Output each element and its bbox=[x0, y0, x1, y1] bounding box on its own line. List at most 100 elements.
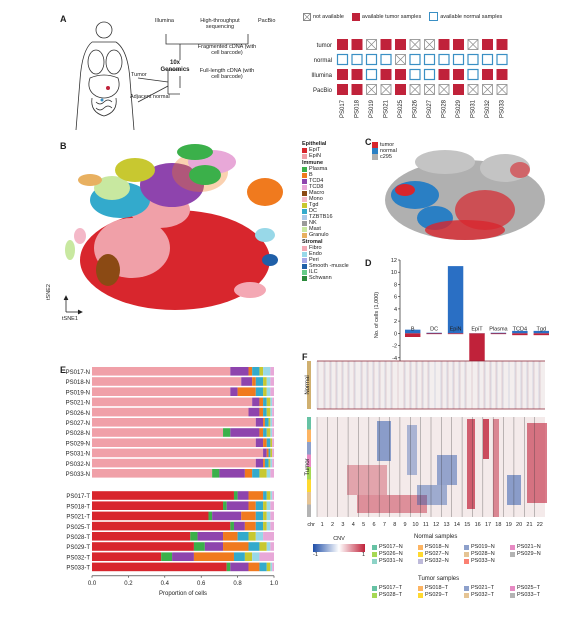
legend-item: Tgd bbox=[302, 202, 362, 208]
stack-segment bbox=[255, 418, 264, 427]
normal-swatch bbox=[429, 12, 439, 21]
stack-segment bbox=[259, 469, 267, 478]
sample-swatch bbox=[372, 558, 377, 564]
sample-label: PS033−T bbox=[517, 592, 541, 598]
normal-cell bbox=[467, 68, 479, 81]
stack-segment bbox=[233, 521, 245, 531]
sample-swatch bbox=[372, 592, 377, 598]
stack-segment bbox=[263, 458, 265, 468]
legend-swatch bbox=[302, 153, 307, 159]
na-cross bbox=[497, 84, 507, 95]
sample-legend-item: PS026−N bbox=[372, 551, 418, 557]
tumor-cell bbox=[438, 39, 450, 50]
bar bbox=[447, 333, 464, 335]
tumor-cell bbox=[438, 69, 450, 80]
chr-label: 18 bbox=[495, 522, 501, 528]
sample-swatch bbox=[372, 551, 377, 557]
row-label: PS027-N bbox=[66, 421, 90, 427]
legend-swatch bbox=[302, 226, 307, 232]
legend-item: normal bbox=[372, 148, 397, 154]
stack-segment bbox=[268, 448, 271, 458]
legend-swatch bbox=[372, 142, 378, 148]
sample-legend-item: PS033−T bbox=[510, 592, 556, 598]
sample-label: PS025 bbox=[398, 99, 404, 118]
chr-label: 5 bbox=[362, 522, 365, 528]
stack-segment bbox=[272, 448, 274, 458]
stack-segment bbox=[208, 511, 213, 521]
legend-group-title: Stromal bbox=[302, 239, 323, 245]
chr-label: 3 bbox=[341, 522, 344, 528]
stack-segment bbox=[92, 552, 162, 561]
stack-segment bbox=[241, 377, 253, 386]
na-box-icon bbox=[303, 12, 311, 21]
category-label: DC bbox=[430, 326, 438, 332]
legend-swatch bbox=[302, 245, 307, 251]
stack-segment bbox=[230, 387, 238, 396]
stack-segment bbox=[270, 407, 273, 417]
tumor-sample-bar bbox=[307, 417, 311, 430]
tumor-swatch bbox=[351, 12, 360, 21]
legend-label: Smooth -muscle bbox=[309, 263, 349, 269]
legend-item: TCD8 bbox=[302, 184, 362, 190]
stack-segment bbox=[272, 458, 274, 468]
sample-label: PS021 bbox=[384, 99, 390, 118]
category-label: Plasma bbox=[489, 326, 508, 332]
stack-segment bbox=[270, 387, 274, 396]
row-label: PS021-N bbox=[66, 401, 90, 407]
x-tick-label: 0.2 bbox=[124, 581, 133, 587]
tumor-samples-legend: PS017−T PS018−T PS021−T PS025−T PS028−T PS029… bbox=[372, 585, 557, 599]
stack-segment bbox=[237, 387, 256, 396]
stack-segment bbox=[241, 511, 256, 521]
na-cross bbox=[424, 84, 435, 95]
sample-label: PS031−N bbox=[379, 558, 403, 564]
row-label: PS019-N bbox=[66, 390, 90, 396]
tumor-cell bbox=[453, 84, 464, 95]
sample-legend-item: PS025−T bbox=[510, 585, 556, 591]
legend-swatch bbox=[302, 220, 307, 226]
stack-segment bbox=[266, 511, 271, 521]
stack-segment bbox=[248, 542, 260, 551]
stack-segment bbox=[248, 562, 260, 572]
stack-segment bbox=[259, 428, 264, 437]
sample-swatch bbox=[464, 544, 469, 550]
legend-label: Endo bbox=[309, 251, 322, 257]
tumor-cell bbox=[482, 39, 493, 50]
sample-legend-item: PS021−N bbox=[510, 544, 556, 550]
cnv-max: 1 bbox=[361, 552, 365, 558]
stack-segment bbox=[263, 438, 267, 447]
sample-label: PS026−N bbox=[379, 551, 403, 557]
panel-f-letter: F bbox=[302, 352, 308, 362]
hts-label: High-throughput sequencing bbox=[200, 18, 240, 30]
normal-row-label: Normal bbox=[305, 375, 311, 394]
tumor-cell bbox=[337, 84, 348, 95]
row-label: PS032-N bbox=[66, 462, 90, 468]
legend-item: EpiT bbox=[302, 147, 362, 153]
stack-segment bbox=[263, 367, 271, 376]
sample-legend-item: PS018−N bbox=[418, 544, 464, 550]
sample-swatch bbox=[510, 551, 515, 557]
row-label: PS018-T bbox=[66, 504, 90, 510]
tumor-cell bbox=[453, 69, 464, 80]
normal-cell bbox=[438, 53, 450, 66]
normal-sample-bar bbox=[307, 361, 311, 409]
sample-label: PS025−T bbox=[517, 585, 541, 591]
cluster-plasma bbox=[189, 165, 221, 185]
legend-item: DC bbox=[302, 208, 362, 214]
stack-segment bbox=[244, 521, 256, 531]
tumor-sample-bar bbox=[307, 442, 311, 455]
stack-segment bbox=[226, 501, 249, 510]
y-tick-label: 2 bbox=[394, 319, 397, 325]
cnv-block bbox=[437, 455, 457, 485]
genomics-label: 10x Genomics bbox=[160, 60, 190, 73]
fulllength-cdna-label: Full-length cDNA (with cell barcode) bbox=[199, 68, 255, 80]
chr-label: 7 bbox=[383, 522, 386, 528]
bar bbox=[533, 333, 549, 336]
tumor-cell bbox=[496, 39, 508, 50]
legend-label: Peri bbox=[309, 257, 319, 263]
legend-item: Granulo bbox=[302, 232, 362, 238]
stack-segment bbox=[92, 387, 231, 396]
tsne-cluster-map bbox=[63, 144, 283, 315]
legend-label: TCD8 bbox=[309, 184, 324, 190]
tumor-sample-bar bbox=[307, 504, 311, 517]
normal-cell bbox=[452, 53, 465, 66]
